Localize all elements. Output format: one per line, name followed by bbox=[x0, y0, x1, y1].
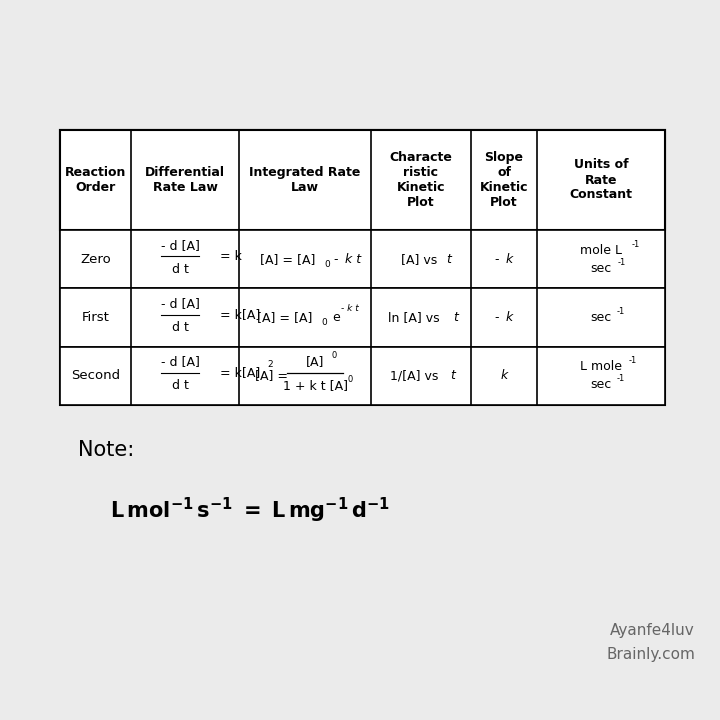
Text: -1: -1 bbox=[616, 374, 624, 383]
Text: First: First bbox=[82, 311, 109, 324]
Text: -: - bbox=[330, 253, 343, 266]
Text: 1/[A] vs: 1/[A] vs bbox=[390, 369, 442, 382]
Text: = k[A]: = k[A] bbox=[220, 366, 261, 379]
Text: Note:: Note: bbox=[78, 440, 134, 460]
Text: Differential
Rate Law: Differential Rate Law bbox=[145, 166, 225, 194]
Text: L mole: L mole bbox=[580, 360, 622, 374]
Text: Reaction
Order: Reaction Order bbox=[65, 166, 127, 194]
Text: k t: k t bbox=[345, 253, 361, 266]
Text: - d [A]: - d [A] bbox=[161, 297, 199, 310]
Text: Slope
of
Kinetic
Plot: Slope of Kinetic Plot bbox=[480, 151, 528, 209]
Text: k: k bbox=[500, 369, 508, 382]
Text: -1: -1 bbox=[616, 307, 624, 316]
Text: [A] = [A]: [A] = [A] bbox=[260, 253, 315, 266]
Text: Second: Second bbox=[71, 369, 120, 382]
Text: k: k bbox=[505, 311, 513, 324]
Text: 0: 0 bbox=[324, 260, 330, 269]
Bar bbox=[60, 130, 665, 405]
Text: ln [A] vs: ln [A] vs bbox=[388, 311, 444, 324]
Text: sec: sec bbox=[590, 311, 612, 324]
Text: 0: 0 bbox=[347, 375, 352, 384]
Text: - d [A]: - d [A] bbox=[161, 356, 199, 369]
Text: - k t: - k t bbox=[341, 304, 359, 313]
Text: Ayanfe4luv: Ayanfe4luv bbox=[611, 623, 695, 637]
Text: sec: sec bbox=[590, 378, 612, 392]
Text: d t: d t bbox=[172, 263, 189, 276]
Text: Units of
Rate
Constant: Units of Rate Constant bbox=[570, 158, 633, 202]
Text: d t: d t bbox=[172, 321, 189, 334]
Text: - d [A]: - d [A] bbox=[161, 238, 199, 252]
Text: sec: sec bbox=[590, 261, 612, 274]
Text: [A] vs: [A] vs bbox=[401, 253, 441, 266]
Text: t: t bbox=[451, 369, 455, 382]
Text: 2: 2 bbox=[267, 360, 273, 369]
Text: Characte
ristic
Kinetic
Plot: Characte ristic Kinetic Plot bbox=[390, 151, 452, 209]
Text: k: k bbox=[505, 253, 513, 266]
Bar bbox=[60, 230, 665, 288]
Text: Zero: Zero bbox=[81, 253, 111, 266]
Bar bbox=[60, 346, 665, 405]
Text: t: t bbox=[454, 311, 459, 324]
Text: = k: = k bbox=[220, 250, 242, 263]
Text: $\mathbf{L\,mol^{-1}\,s^{-1}\ =\ L\,mg^{-1}\,d^{-1}}$: $\mathbf{L\,mol^{-1}\,s^{-1}\ =\ L\,mg^{… bbox=[110, 495, 390, 525]
Text: Brainly.com: Brainly.com bbox=[606, 647, 695, 662]
Text: t: t bbox=[446, 253, 451, 266]
Text: -1: -1 bbox=[617, 258, 626, 266]
Text: -: - bbox=[495, 253, 503, 266]
Text: [A] =: [A] = bbox=[255, 369, 292, 382]
Text: [A]: [A] bbox=[306, 356, 324, 369]
Text: 1 + k t [A]: 1 + k t [A] bbox=[282, 379, 348, 392]
Text: -: - bbox=[495, 311, 503, 324]
Text: Integrated Rate
Law: Integrated Rate Law bbox=[249, 166, 361, 194]
Text: [A] = [A]: [A] = [A] bbox=[257, 311, 312, 324]
Text: mole L: mole L bbox=[580, 243, 622, 256]
Text: = k[A]: = k[A] bbox=[220, 308, 261, 321]
Text: e: e bbox=[329, 311, 341, 324]
Text: 0: 0 bbox=[321, 318, 327, 327]
Bar bbox=[60, 130, 665, 230]
Bar bbox=[60, 288, 665, 346]
Text: -1: -1 bbox=[628, 356, 636, 365]
Text: d t: d t bbox=[172, 379, 189, 392]
Text: 0: 0 bbox=[331, 351, 336, 360]
Text: -1: -1 bbox=[631, 240, 639, 248]
